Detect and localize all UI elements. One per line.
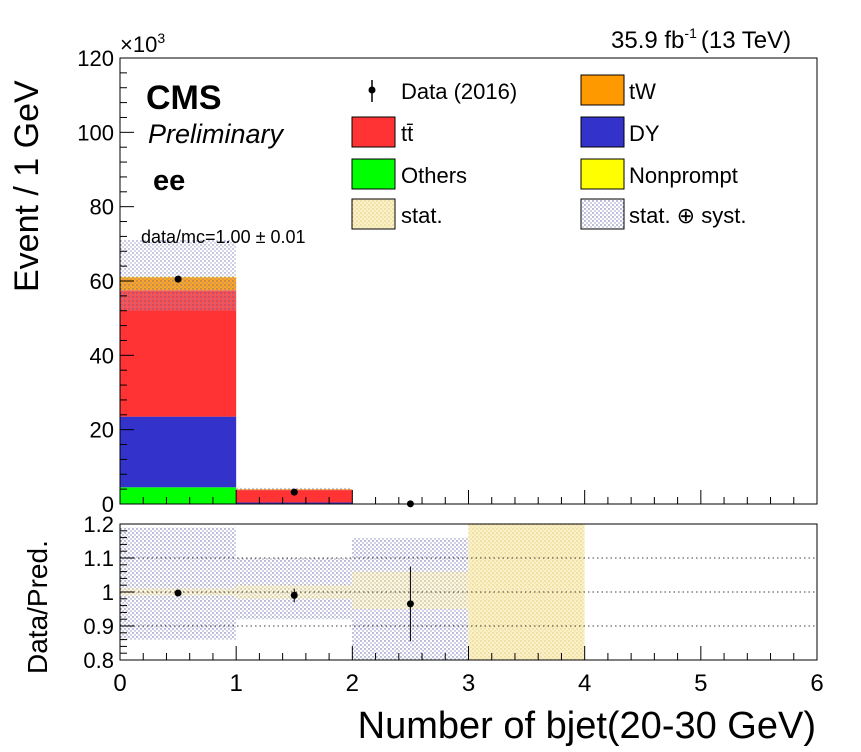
data-mc-ratio-label: data/mc=1.00 ± 0.01 [141, 227, 306, 247]
exponent-label: ×103 [120, 30, 165, 57]
ratio-point-0 [174, 589, 182, 597]
y-tick-label-upper: 100 [77, 120, 114, 145]
ratio-point-1 [290, 591, 298, 599]
y-tick-label-lower: 0.9 [83, 614, 114, 639]
y-tick-label-upper: 20 [90, 418, 114, 443]
preliminary-label: Preliminary [148, 119, 285, 149]
y-tick-label-upper: 0 [102, 492, 114, 517]
legend-entry-others: Others [351, 158, 467, 190]
x-tick-label: 6 [810, 670, 823, 697]
ratio-gridlines [120, 557, 817, 627]
lumi-label: 35.9 fb-1 (13 TeV) [611, 25, 791, 54]
x-tick-label: 0 [113, 670, 126, 697]
x-tick-label: 1 [229, 670, 242, 697]
bar-tt-bin1 [236, 489, 353, 503]
svg-text:Others: Others [401, 163, 467, 188]
x-tick-label: 3 [462, 670, 475, 697]
stacked-bars [120, 276, 469, 504]
y-axis-title-lower: Data/Pred. [22, 540, 53, 674]
legend-entry-dy: DY [580, 116, 660, 148]
y-tick-label-upper: 120 [77, 46, 114, 71]
y-tick-label-upper: 60 [90, 269, 114, 294]
legend-entry-stat-syst: stat. ⊕ syst. [580, 198, 746, 230]
ratio-points [174, 566, 414, 642]
ratio-syst-band-bin0 [120, 527, 237, 640]
lower-axis-ticks: 0.8 0.9 1 1.1 1.2 0 1 2 3 4 5 6 [83, 512, 823, 697]
svg-text:stat.: stat. [401, 203, 443, 228]
x-tick-label: 5 [694, 670, 707, 697]
y-tick-label-lower: 1.1 [83, 546, 114, 571]
data-point-1 [290, 488, 298, 496]
upper-axis-ticks: 0 20 40 60 80 100 120 [77, 46, 818, 517]
x-axis-title: Number of bjet(20-30 GeV) [358, 705, 816, 747]
y-tick-label-upper: 40 [90, 343, 114, 368]
y-tick-label-upper: 80 [90, 195, 114, 220]
legend-entry-data: Data (2016) [368, 79, 517, 104]
x-tick-label: 4 [578, 670, 591, 697]
y-axis-title-upper: Event / 1 GeV [8, 80, 46, 292]
bar-others-bin0 [120, 487, 237, 504]
svg-text:DY: DY [629, 121, 660, 146]
svg-text:stat. ⊕ syst.: stat. ⊕ syst. [629, 203, 746, 228]
x-tick-label: 2 [346, 670, 359, 697]
y-tick-label-lower: 1.2 [83, 512, 114, 537]
ratio-bands [120, 524, 585, 660]
legend-entry-nonprompt: Nonprompt [580, 158, 738, 190]
svg-text:Nonprompt: Nonprompt [629, 163, 738, 188]
data-point-0 [174, 275, 182, 283]
channel-label: ee [153, 165, 185, 197]
legend-entry-stat: stat. [351, 198, 443, 230]
bar-tt-bin0 [120, 290, 237, 417]
legend-entry-ttbar: tt̄ [351, 116, 413, 148]
cms-label: CMS [146, 79, 222, 117]
y-tick-label-lower: 0.8 [83, 648, 114, 673]
svg-text:tt̄: tt̄ [401, 121, 413, 146]
ratio-stat-band-bin3 [468, 524, 585, 660]
band-bin0 [120, 240, 237, 311]
svg-text:Data (2016): Data (2016) [401, 79, 517, 104]
y-tick-label-lower: 1 [102, 580, 114, 605]
bar-dy-bin0 [120, 416, 237, 488]
legend-entry-tw: tW [580, 74, 656, 106]
svg-text:tW: tW [629, 79, 656, 104]
legend: Data (2016) tW tt̄ DY Others Nonprompt s… [351, 74, 746, 230]
ratio-point-2 [406, 600, 414, 608]
bar-dy-bin1 [236, 502, 353, 504]
